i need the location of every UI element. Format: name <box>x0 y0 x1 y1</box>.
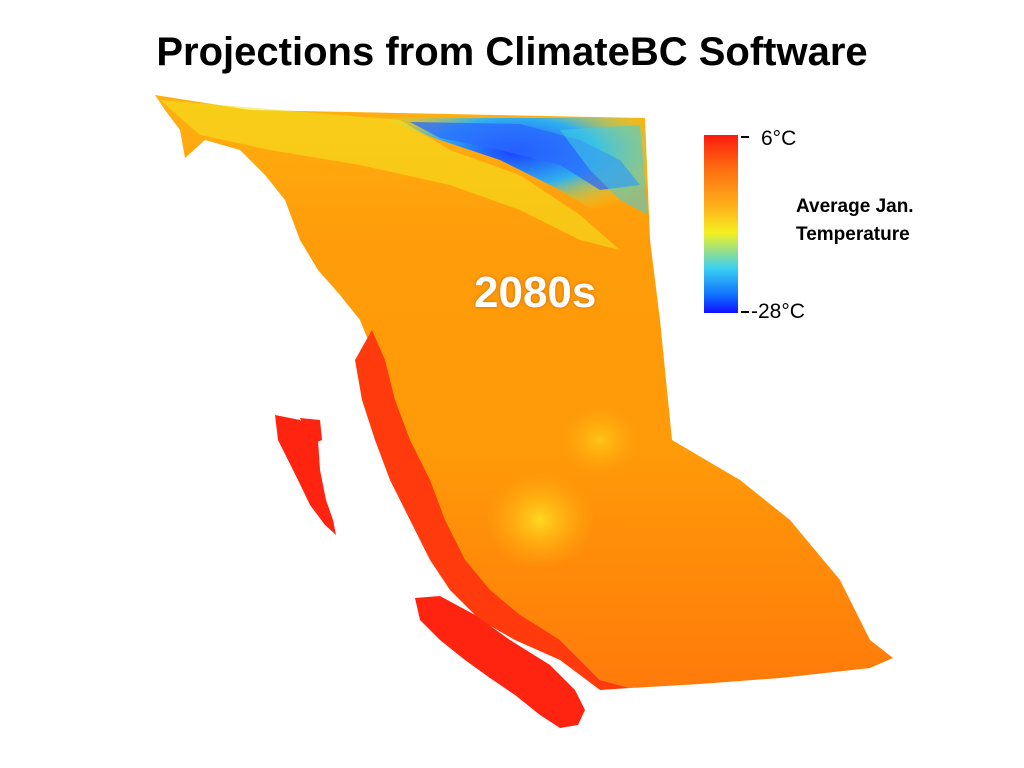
vancouver-island <box>415 596 585 728</box>
north-yellow-band <box>160 100 620 250</box>
era-label: 2080s <box>474 268 597 317</box>
mainland-region <box>155 95 893 688</box>
page-title: Projections from ClimateBC Software <box>156 30 868 74</box>
coastal-zone <box>355 330 630 690</box>
north-cyan-band <box>560 125 648 215</box>
interior-highlands <box>485 470 595 570</box>
north-cold-core <box>410 122 640 190</box>
legend-title: Average Jan. Temperature <box>796 193 914 249</box>
haida-gwaii <box>275 415 336 535</box>
min-tick <box>741 311 749 313</box>
min-temp-label: -28°C <box>751 300 805 323</box>
max-tick <box>741 136 749 138</box>
haida-gwaii-north <box>300 418 322 445</box>
interior-highlands-2 <box>560 405 640 475</box>
legend-title-line2: Temperature <box>796 224 910 245</box>
color-scale-bar <box>704 135 738 313</box>
legend-title-line1: Average Jan. <box>796 196 914 217</box>
max-temp-label: 6°C <box>761 127 797 150</box>
